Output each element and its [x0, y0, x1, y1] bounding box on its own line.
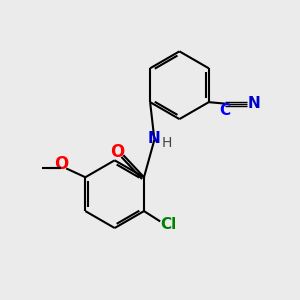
Text: O: O [54, 155, 68, 173]
Text: N: N [148, 131, 161, 146]
Bar [24, 161, 48, 174]
Text: Cl: Cl [160, 218, 177, 232]
Text: H: H [162, 136, 172, 150]
Text: O: O [110, 142, 124, 160]
Text: N: N [248, 96, 261, 111]
Text: O: O [29, 160, 39, 173]
Text: C: C [220, 103, 231, 118]
